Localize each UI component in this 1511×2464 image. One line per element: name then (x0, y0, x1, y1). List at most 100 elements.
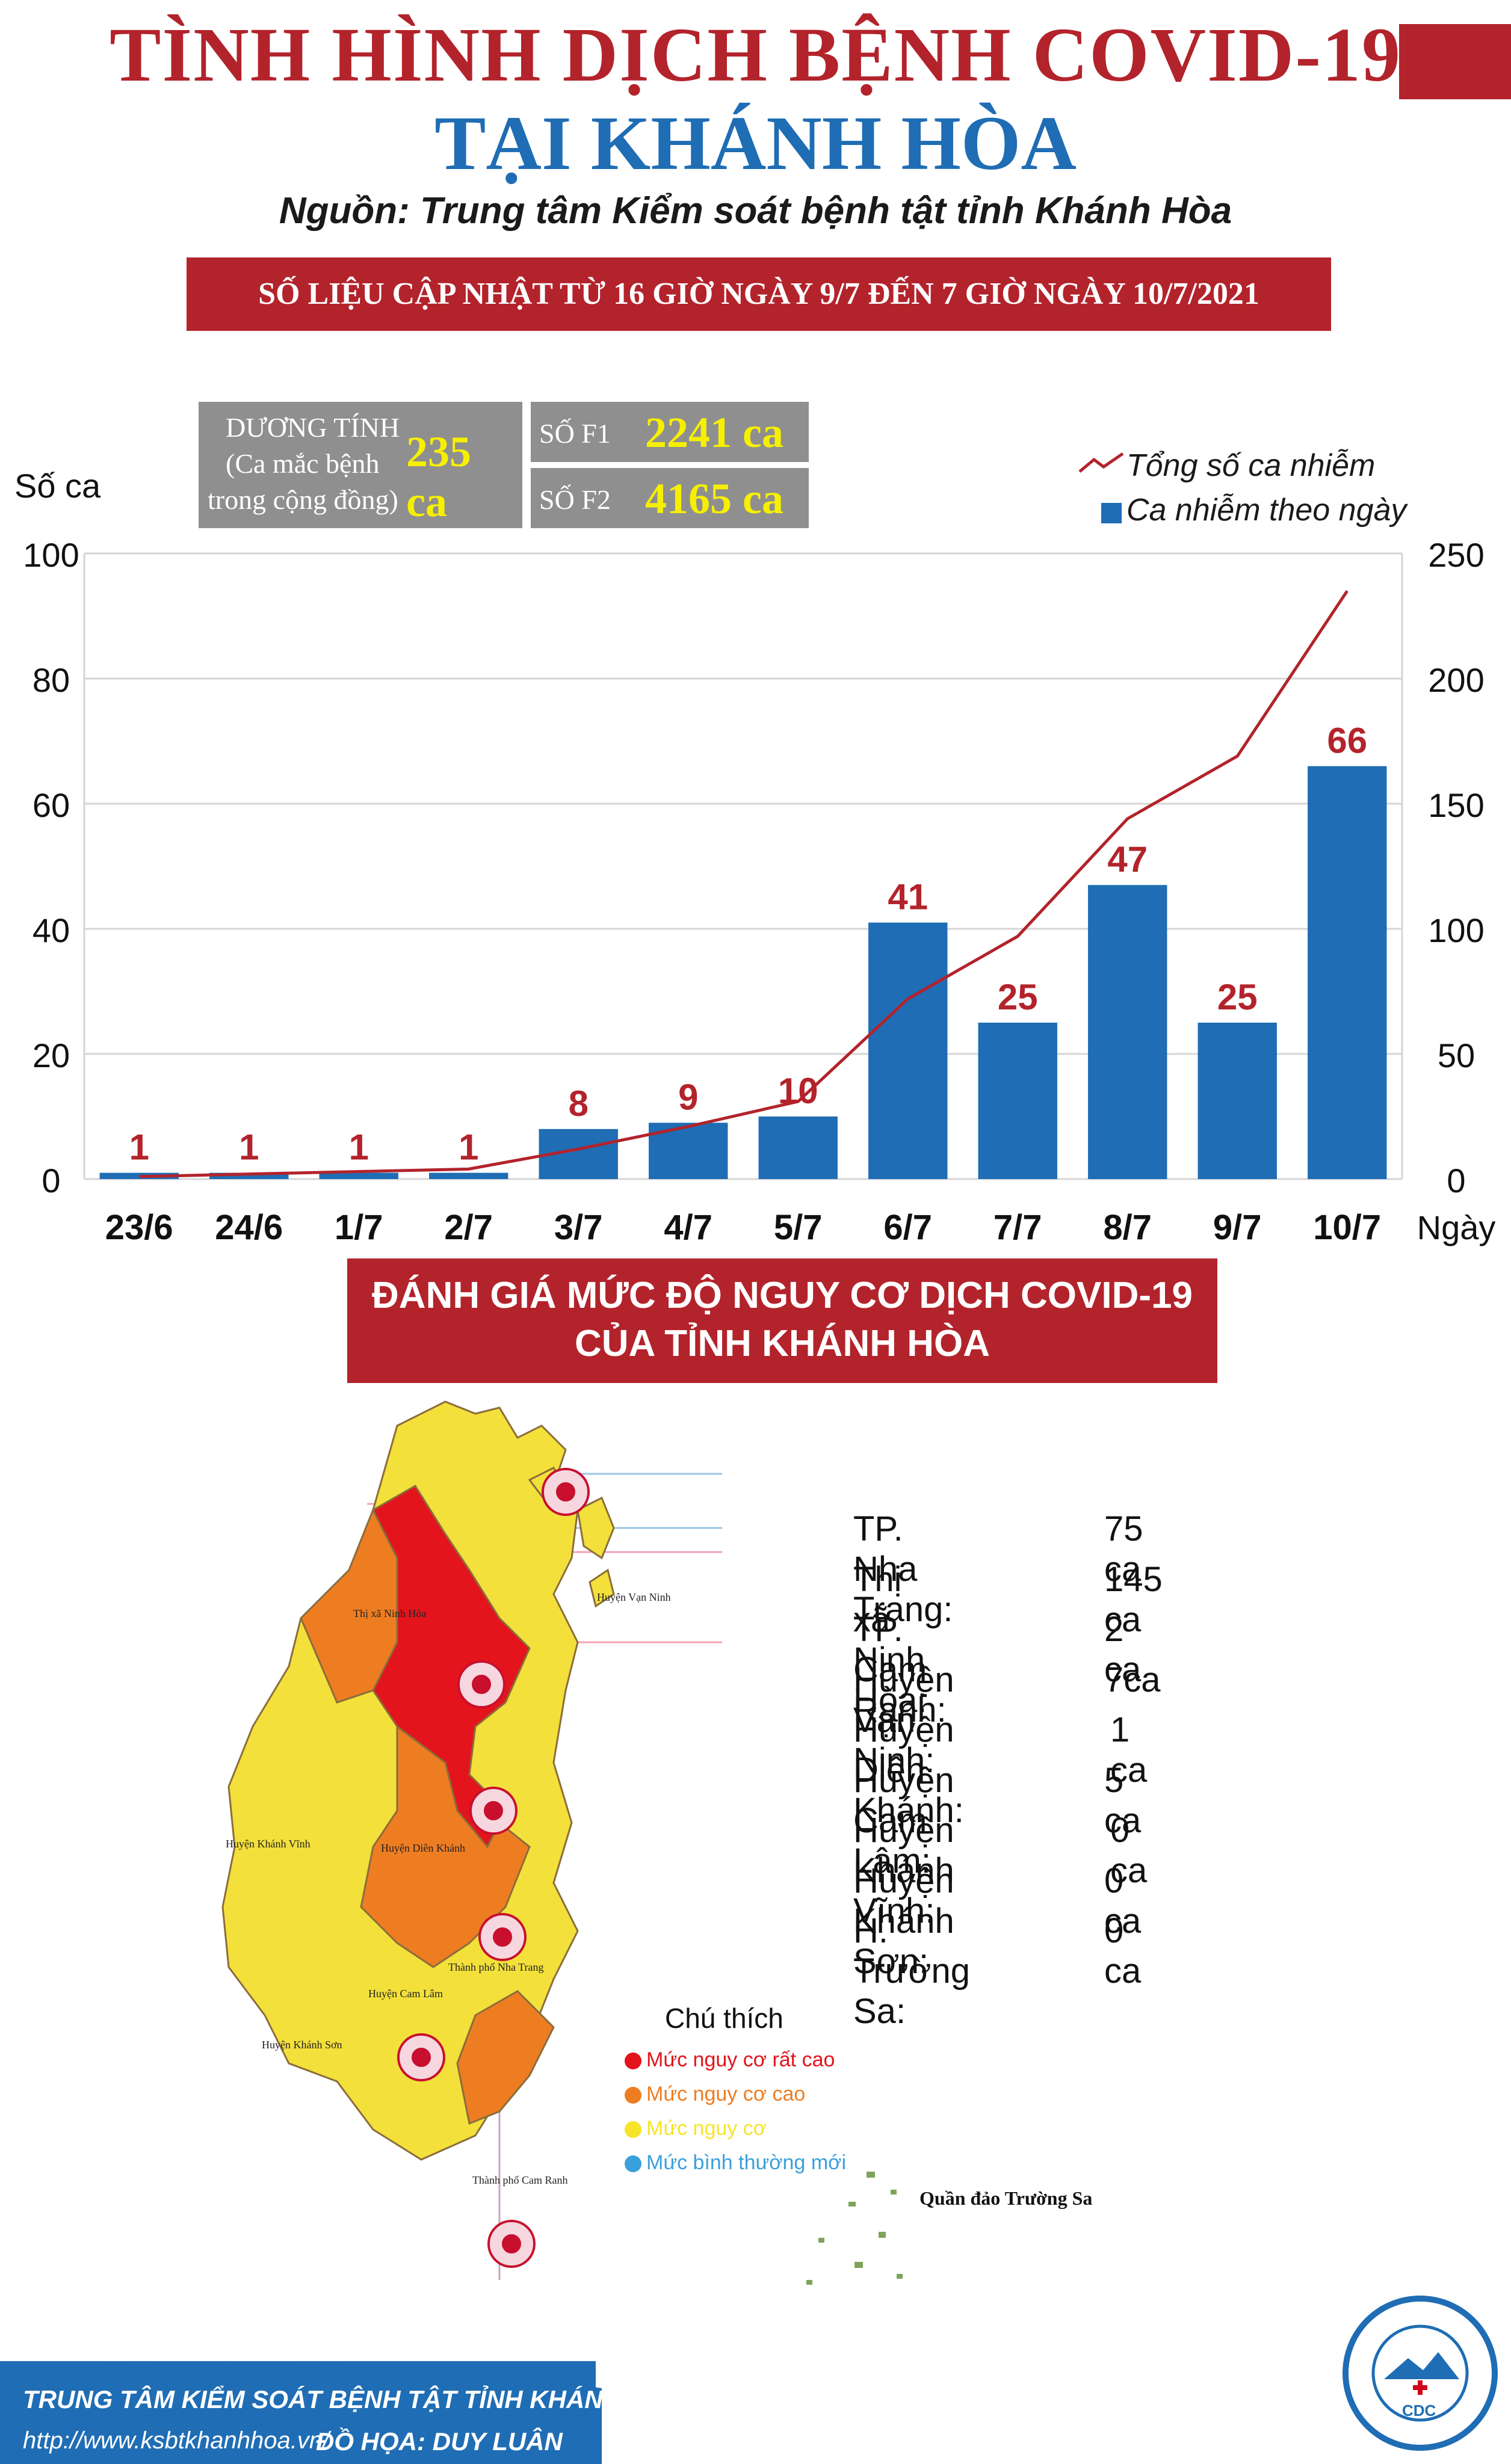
map-legend-item: Mức bình thường mới (625, 2151, 846, 2175)
positive-label-2: (Ca mắc bệnh (226, 448, 380, 479)
x-tick-label: 3/7 (554, 1208, 603, 1247)
district-name: TP. Nha Trang: (853, 1509, 953, 1629)
footer-design: ĐỒ HỌA: DUY LUÂN (316, 2427, 563, 2456)
legend-bar-swatch (1101, 503, 1122, 523)
bar-data-label: 41 (888, 877, 928, 917)
map-legend-item: Mức nguy cơ (625, 2117, 767, 2140)
bar-data-label: 8 (569, 1083, 589, 1124)
page-title: TÌNH HÌNH DỊCH BỆNH COVID-19 (110, 12, 1401, 97)
district-name: Huyện Khánh Vĩnh: (853, 1811, 954, 1930)
virus-icon (397, 2033, 445, 2081)
y-tick-label: 0 (42, 1162, 60, 1200)
legend-dot-icon (625, 2121, 641, 2139)
f2-stat-box: SỐ F2 4165 ca (531, 468, 809, 528)
district-cases: 5 ca (1104, 1760, 1142, 1840)
bar-data-label: 1 (129, 1127, 149, 1168)
x-tick-label: 8/7 (1103, 1208, 1152, 1247)
bar-data-label: 25 (998, 977, 1038, 1017)
legend-dot-icon (625, 2053, 641, 2070)
map-label-ninh-hoa: Thị xã Ninh Hòa (353, 1607, 427, 1619)
y2-tick-label: 250 (1428, 536, 1484, 574)
y2-tick-label: 200 (1428, 661, 1484, 699)
map-label-khanh-son: Huyện Khánh Sơn (262, 2039, 342, 2051)
map-label-truong-sa: Quần đảo Trường Sa (919, 2187, 1093, 2209)
y-tick-label: 20 (32, 1036, 70, 1074)
district-name: Thị xã Ninh Hòa: (853, 1559, 927, 1720)
legend-daily-label: Ca nhiễm theo ngày (1126, 493, 1407, 528)
map-label-van-ninh: Huyện Vạn Ninh (597, 1591, 671, 1603)
y2-tick-label: 150 (1428, 786, 1484, 824)
y2-tick-label: 50 (1438, 1036, 1475, 1074)
bar (1308, 766, 1387, 1179)
update-banner: SỐ LIỆU CẬP NHẬT TỪ 16 GIỜ NGÀY 9/7 ĐẾN … (187, 257, 1331, 331)
bar (429, 1172, 508, 1179)
x-tick-label: 24/6 (215, 1208, 283, 1247)
map-legend-label: Mức nguy cơ rất cao (646, 2048, 835, 2071)
legend-line-swatch (1078, 452, 1124, 473)
positive-stat-box: DƯƠNG TÍNH (Ca mắc bệnh trong cộng đồng)… (199, 402, 522, 528)
page-subtitle: TẠI KHÁNH HÒA (434, 100, 1077, 186)
f1-value: 2241 ca (645, 408, 783, 457)
risk-banner: ĐÁNH GIÁ MỨC ĐỘ NGUY CƠ DỊCH COVID-19 CỦ… (347, 1258, 1217, 1383)
footer-org: TRUNG TÂM KIỂM SOÁT BỆNH TẬT TỈNH KHÁNH … (23, 2385, 684, 2413)
f1-label: SỐ F1 (539, 418, 611, 449)
risk-banner-line2: CỦA TỈNH KHÁNH HÒA (575, 1323, 990, 1364)
bar-data-label: 9 (678, 1077, 698, 1117)
x-tick-label: 4/7 (664, 1208, 712, 1247)
legend-total-label: Tổng số ca nhiễm (1126, 448, 1376, 483)
x-tick-label: 5/7 (774, 1208, 823, 1247)
y-tick-label: 40 (32, 911, 70, 949)
x-tick-label: 23/6 (105, 1208, 173, 1247)
district-cases: 7ca (1104, 1660, 1161, 1699)
footer-url[interactable]: http://www.ksbtkhanhhoa.vn/ (23, 2427, 330, 2454)
positive-label-3: trong cộng đồng) (208, 484, 398, 515)
cdc-logo-abbr: CDC (1402, 2401, 1436, 2419)
x-tick-label: 9/7 (1213, 1208, 1262, 1247)
district-name: Huyện Diên Khánh: (853, 1710, 964, 1830)
bar (868, 922, 948, 1179)
bar (319, 1172, 398, 1179)
virus-icon (487, 2220, 536, 2268)
f2-label: SỐ F2 (539, 484, 611, 515)
map-legend-title: Chú thích (665, 2003, 783, 2034)
map-legend-label: Mức bình thường mới (646, 2151, 846, 2174)
map-label-cam-ranh: Thành phố Cam Ranh (472, 2174, 568, 2186)
virus-icon (469, 1787, 518, 1835)
y-axis-title: Số ca (14, 467, 101, 505)
district-cases: 1 ca (1110, 1710, 1148, 1790)
district-name: H. Trường Sa: (853, 1911, 970, 2031)
positive-label-1: DƯƠNG TÍNH (226, 412, 400, 443)
x-tick-label: 7/7 (993, 1208, 1042, 1247)
bar-data-label: 47 (1107, 839, 1148, 879)
map-label-dien-khanh: Huyện Diên Khánh (381, 1842, 465, 1854)
y-tick-label: 60 (32, 786, 70, 824)
y2-tick-label: 0 (1447, 1162, 1465, 1200)
map-region-orange-3 (456, 1990, 555, 2125)
district-cases: 145 ca (1104, 1559, 1163, 1639)
bar (1197, 1023, 1277, 1179)
x-tick-label: 10/7 (1313, 1208, 1381, 1247)
virus-icon (542, 1468, 590, 1516)
virus-icon (478, 1913, 527, 1961)
map-legend-item: Mức nguy cơ rất cao (625, 2048, 835, 2072)
map-legend-item: Mức nguy cơ cao (625, 2083, 805, 2106)
district-cases: 2 ca (1104, 1610, 1142, 1689)
district-cases: 0 ca (1110, 1811, 1148, 1890)
bar-data-label: 1 (239, 1127, 259, 1168)
legend-dot-icon (625, 2087, 641, 2104)
corner-accent (1399, 24, 1511, 99)
bar (209, 1172, 289, 1179)
bar-data-label: 1 (459, 1127, 478, 1168)
cdc-logo (1343, 2296, 1498, 2451)
map-label-cam-lam: Huyện Cam Lâm (368, 1988, 443, 2000)
district-name: Huyện Vạn Ninh: (853, 1660, 954, 1780)
bar (758, 1116, 838, 1179)
map-label-khanh-vinh: Huyện Khánh Vĩnh (226, 1838, 311, 1850)
virus-icon (457, 1660, 505, 1708)
y2-tick-label: 100 (1428, 911, 1484, 949)
district-name: TP. Cam Ranh: (853, 1610, 947, 1729)
footer-swoosh (0, 2364, 602, 2464)
positive-value: 235 ca (406, 428, 471, 526)
map-legend-label: Mức nguy cơ (646, 2117, 767, 2140)
bar-data-label: 1 (349, 1127, 369, 1168)
